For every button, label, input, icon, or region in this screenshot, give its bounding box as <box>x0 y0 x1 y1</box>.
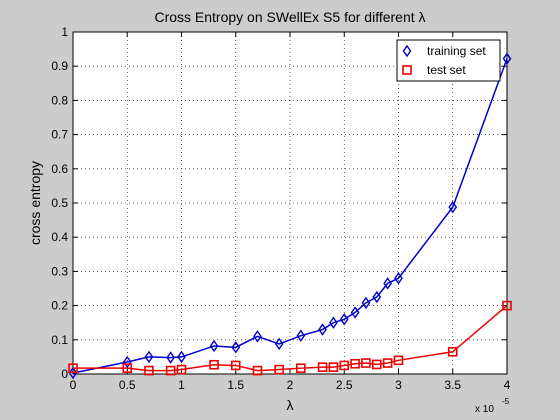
data-point <box>144 365 154 376</box>
series-test-set <box>68 300 512 376</box>
series-training-set <box>68 52 512 380</box>
data-point <box>296 329 306 342</box>
data-point <box>447 346 458 357</box>
legend-label: test set <box>427 63 466 77</box>
y-tick-label: 0.3 <box>51 264 68 278</box>
data-point <box>274 337 284 351</box>
x-axis-label: λ <box>287 397 294 413</box>
data-point <box>502 52 512 65</box>
axis-ticks: 0 0.5 1 1.5 2 2.5 3 3.5 4 0 0.1 0.2 0.3 0.4 0.5 0.6 0.7 0… <box>51 25 510 392</box>
y-tick-label: 0.1 <box>51 333 68 347</box>
chart-title: Cross Entropy on SWellEx S5 for differen… <box>154 9 425 25</box>
data-point <box>274 364 284 375</box>
data-point <box>176 364 187 375</box>
data-point <box>393 355 404 366</box>
legend-box <box>396 39 501 82</box>
data-point <box>372 290 382 304</box>
y-tick-label: 0.7 <box>51 128 68 142</box>
data-point <box>122 363 133 373</box>
legend-entry: test set <box>402 63 466 77</box>
data-point <box>144 350 154 364</box>
y-tick-label: 0.5 <box>51 196 68 210</box>
data-point <box>68 363 78 373</box>
data-point <box>361 358 371 368</box>
data-point <box>166 351 176 364</box>
data-point <box>383 277 393 290</box>
data-point <box>502 300 512 311</box>
legend-marker <box>402 65 412 75</box>
x-axis-multiplier: x 10 <box>475 404 494 415</box>
y-tick-label: 0.9 <box>51 59 68 73</box>
data-point <box>231 341 241 354</box>
y-tick-label: 0.2 <box>51 299 68 313</box>
legend-entry: training set <box>402 44 486 58</box>
data-point <box>209 339 219 353</box>
x-tick-label: 3 <box>395 378 402 392</box>
y-axis-label: cross entropy <box>27 161 43 245</box>
data-point <box>165 365 176 376</box>
data-point <box>361 296 371 310</box>
data-point <box>382 358 393 368</box>
series-line <box>73 305 508 372</box>
legend-label: training set <box>427 44 486 58</box>
data-point <box>318 323 327 336</box>
data-point <box>329 316 338 329</box>
data-point <box>253 330 262 343</box>
data-point <box>122 355 132 369</box>
data-point <box>296 363 306 373</box>
x-tick-label: 0 <box>70 378 77 392</box>
x-tick-label: 2.5 <box>336 378 353 392</box>
data-point <box>317 362 328 372</box>
data-point <box>230 360 241 371</box>
data-point <box>209 359 219 370</box>
data-point <box>394 272 403 285</box>
x-tick-label: 2 <box>287 378 294 392</box>
data-point <box>448 200 458 214</box>
data-point <box>371 359 382 370</box>
x-tick-label: 1 <box>178 378 185 392</box>
x-tick-label: 4 <box>504 378 511 392</box>
y-tick-label: 0 <box>61 367 68 381</box>
legend-marker <box>402 44 412 58</box>
data-point <box>350 306 360 319</box>
y-tick-label: 0.8 <box>51 93 68 107</box>
data-point <box>252 365 263 376</box>
data-point <box>328 362 339 372</box>
y-tick-label: 1 <box>61 25 68 39</box>
data-point <box>350 358 360 369</box>
x-tick-label: 3.5 <box>444 378 461 392</box>
y-tick-label: 0.6 <box>51 162 68 176</box>
data-point <box>177 350 186 364</box>
x-axis-multiplier-exponent: -5 <box>502 397 510 406</box>
y-tick-label: 0.4 <box>51 230 68 244</box>
x-tick-label: 0.5 <box>119 378 136 392</box>
legend: training set test set <box>396 39 501 82</box>
data-point <box>339 360 350 371</box>
data-series <box>68 52 512 380</box>
x-tick-label: 1.5 <box>227 378 244 392</box>
data-point <box>339 313 349 326</box>
data-point <box>68 366 78 380</box>
